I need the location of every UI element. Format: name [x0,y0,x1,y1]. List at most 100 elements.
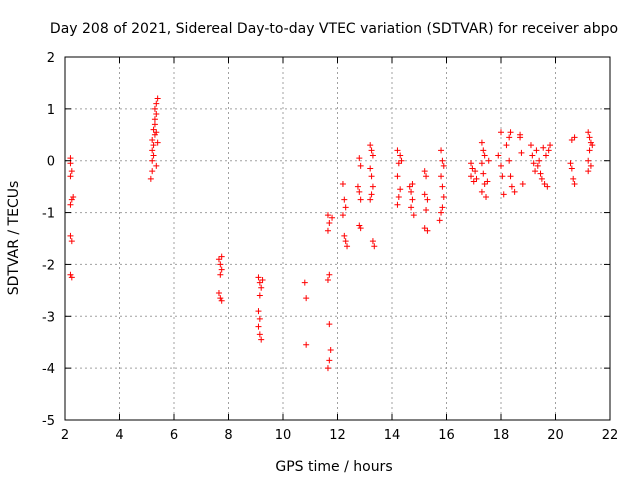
data-point-plus [255,308,262,315]
data-point-plus [503,142,510,149]
data-point-plus [326,271,333,278]
data-point-plus [150,152,157,159]
x-tick-label: 12 [329,428,346,443]
data-point-plus [217,295,224,302]
data-point-plus [395,160,402,167]
data-point-plus [344,243,351,250]
data-point-plus [439,183,446,190]
data-point-plus [498,162,504,169]
data-point-plus [326,357,333,364]
y-tick-label: 1 [47,103,55,118]
x-tick-label: 10 [275,428,292,443]
data-point-plus [354,183,361,190]
data-point-plus [585,157,592,164]
data-point-plus [324,227,331,234]
data-point-plus [532,168,539,175]
data-point-plus [154,139,161,146]
data-point-plus [369,238,376,245]
data-point-plus [153,129,160,136]
data-point-plus [153,162,160,169]
data-point-plus [369,183,376,190]
data-point-plus [154,95,161,102]
data-point-plus [500,191,507,198]
data-point-plus [470,178,477,185]
data-point-plus [341,232,348,239]
y-tick-label: -5 [42,414,55,429]
data-point-plus [421,191,428,198]
data-point-plus [536,157,543,164]
data-point-plus [301,279,308,286]
data-point-plus [438,173,445,180]
data-point-plus [151,116,158,123]
data-point-plus [68,168,75,175]
data-point-plus [357,196,364,203]
x-axis-label: GPS time / hours [275,459,392,475]
data-point-plus [527,142,534,149]
data-point-plus [468,160,475,167]
data-point-plus [423,206,430,213]
data-point-plus [256,292,263,299]
data-point-plus [369,152,376,159]
data-point-plus [409,196,416,203]
x-tick-label: 16 [438,428,455,443]
data-point-plus [408,188,415,195]
data-point-plus [303,295,310,302]
data-point-plus [571,181,578,188]
data-point-plus [258,284,265,291]
data-point-plus [151,121,158,128]
x-tick-label: 14 [384,428,401,443]
data-point-plus [440,194,447,201]
data-point-plus [67,271,74,278]
y-tick-label: -3 [42,310,55,325]
data-point-plus [217,261,224,268]
data-point-plus [256,331,263,338]
data-point-plus [473,175,480,182]
data-point-plus [149,168,156,175]
x-tick-label: 4 [115,428,123,443]
data-point-plus [468,173,475,180]
data-point-plus [586,147,593,154]
data-point-plus [570,175,577,182]
data-point-plus [484,178,491,185]
data-point-plus [480,170,487,177]
y-tick-label: -2 [42,258,55,273]
data-point-plus [586,134,593,141]
data-point-plus [215,256,222,263]
data-point-plus [545,147,552,154]
data-point-plus [395,194,402,201]
data-point-plus [506,157,513,164]
y-tick-label: -1 [42,207,55,222]
x-tick-label: 2 [61,428,69,443]
data-point-plus [357,162,364,169]
data-points [67,95,596,372]
x-tick-label: 8 [224,428,232,443]
data-point-plus [472,168,479,175]
data-point-plus [324,212,331,219]
data-point-plus [150,126,157,133]
y-axis-label: SDTVAR / TECUs [6,181,22,296]
data-point-plus [423,173,430,180]
data-point-plus [70,194,77,201]
data-point-plus [68,196,75,203]
data-point-plus [495,152,502,159]
data-point-plus [357,225,364,232]
data-point-plus [585,129,592,136]
data-point-plus [326,321,333,328]
data-point-plus [436,217,443,224]
data-point-plus [398,157,405,164]
data-point-plus [499,173,506,180]
data-point-plus [585,168,592,175]
data-point-plus [478,188,485,195]
data-point-plus [567,160,574,167]
data-point-plus [356,188,363,195]
data-point-plus [67,155,74,162]
data-point-plus [469,165,476,172]
data-point-plus [397,152,404,159]
y-tick-label: -4 [42,362,55,377]
data-point-plus [303,341,310,348]
data-point-plus [149,136,156,143]
data-point-plus [326,219,333,226]
data-point-plus [544,183,551,190]
data-point-plus [517,131,524,138]
